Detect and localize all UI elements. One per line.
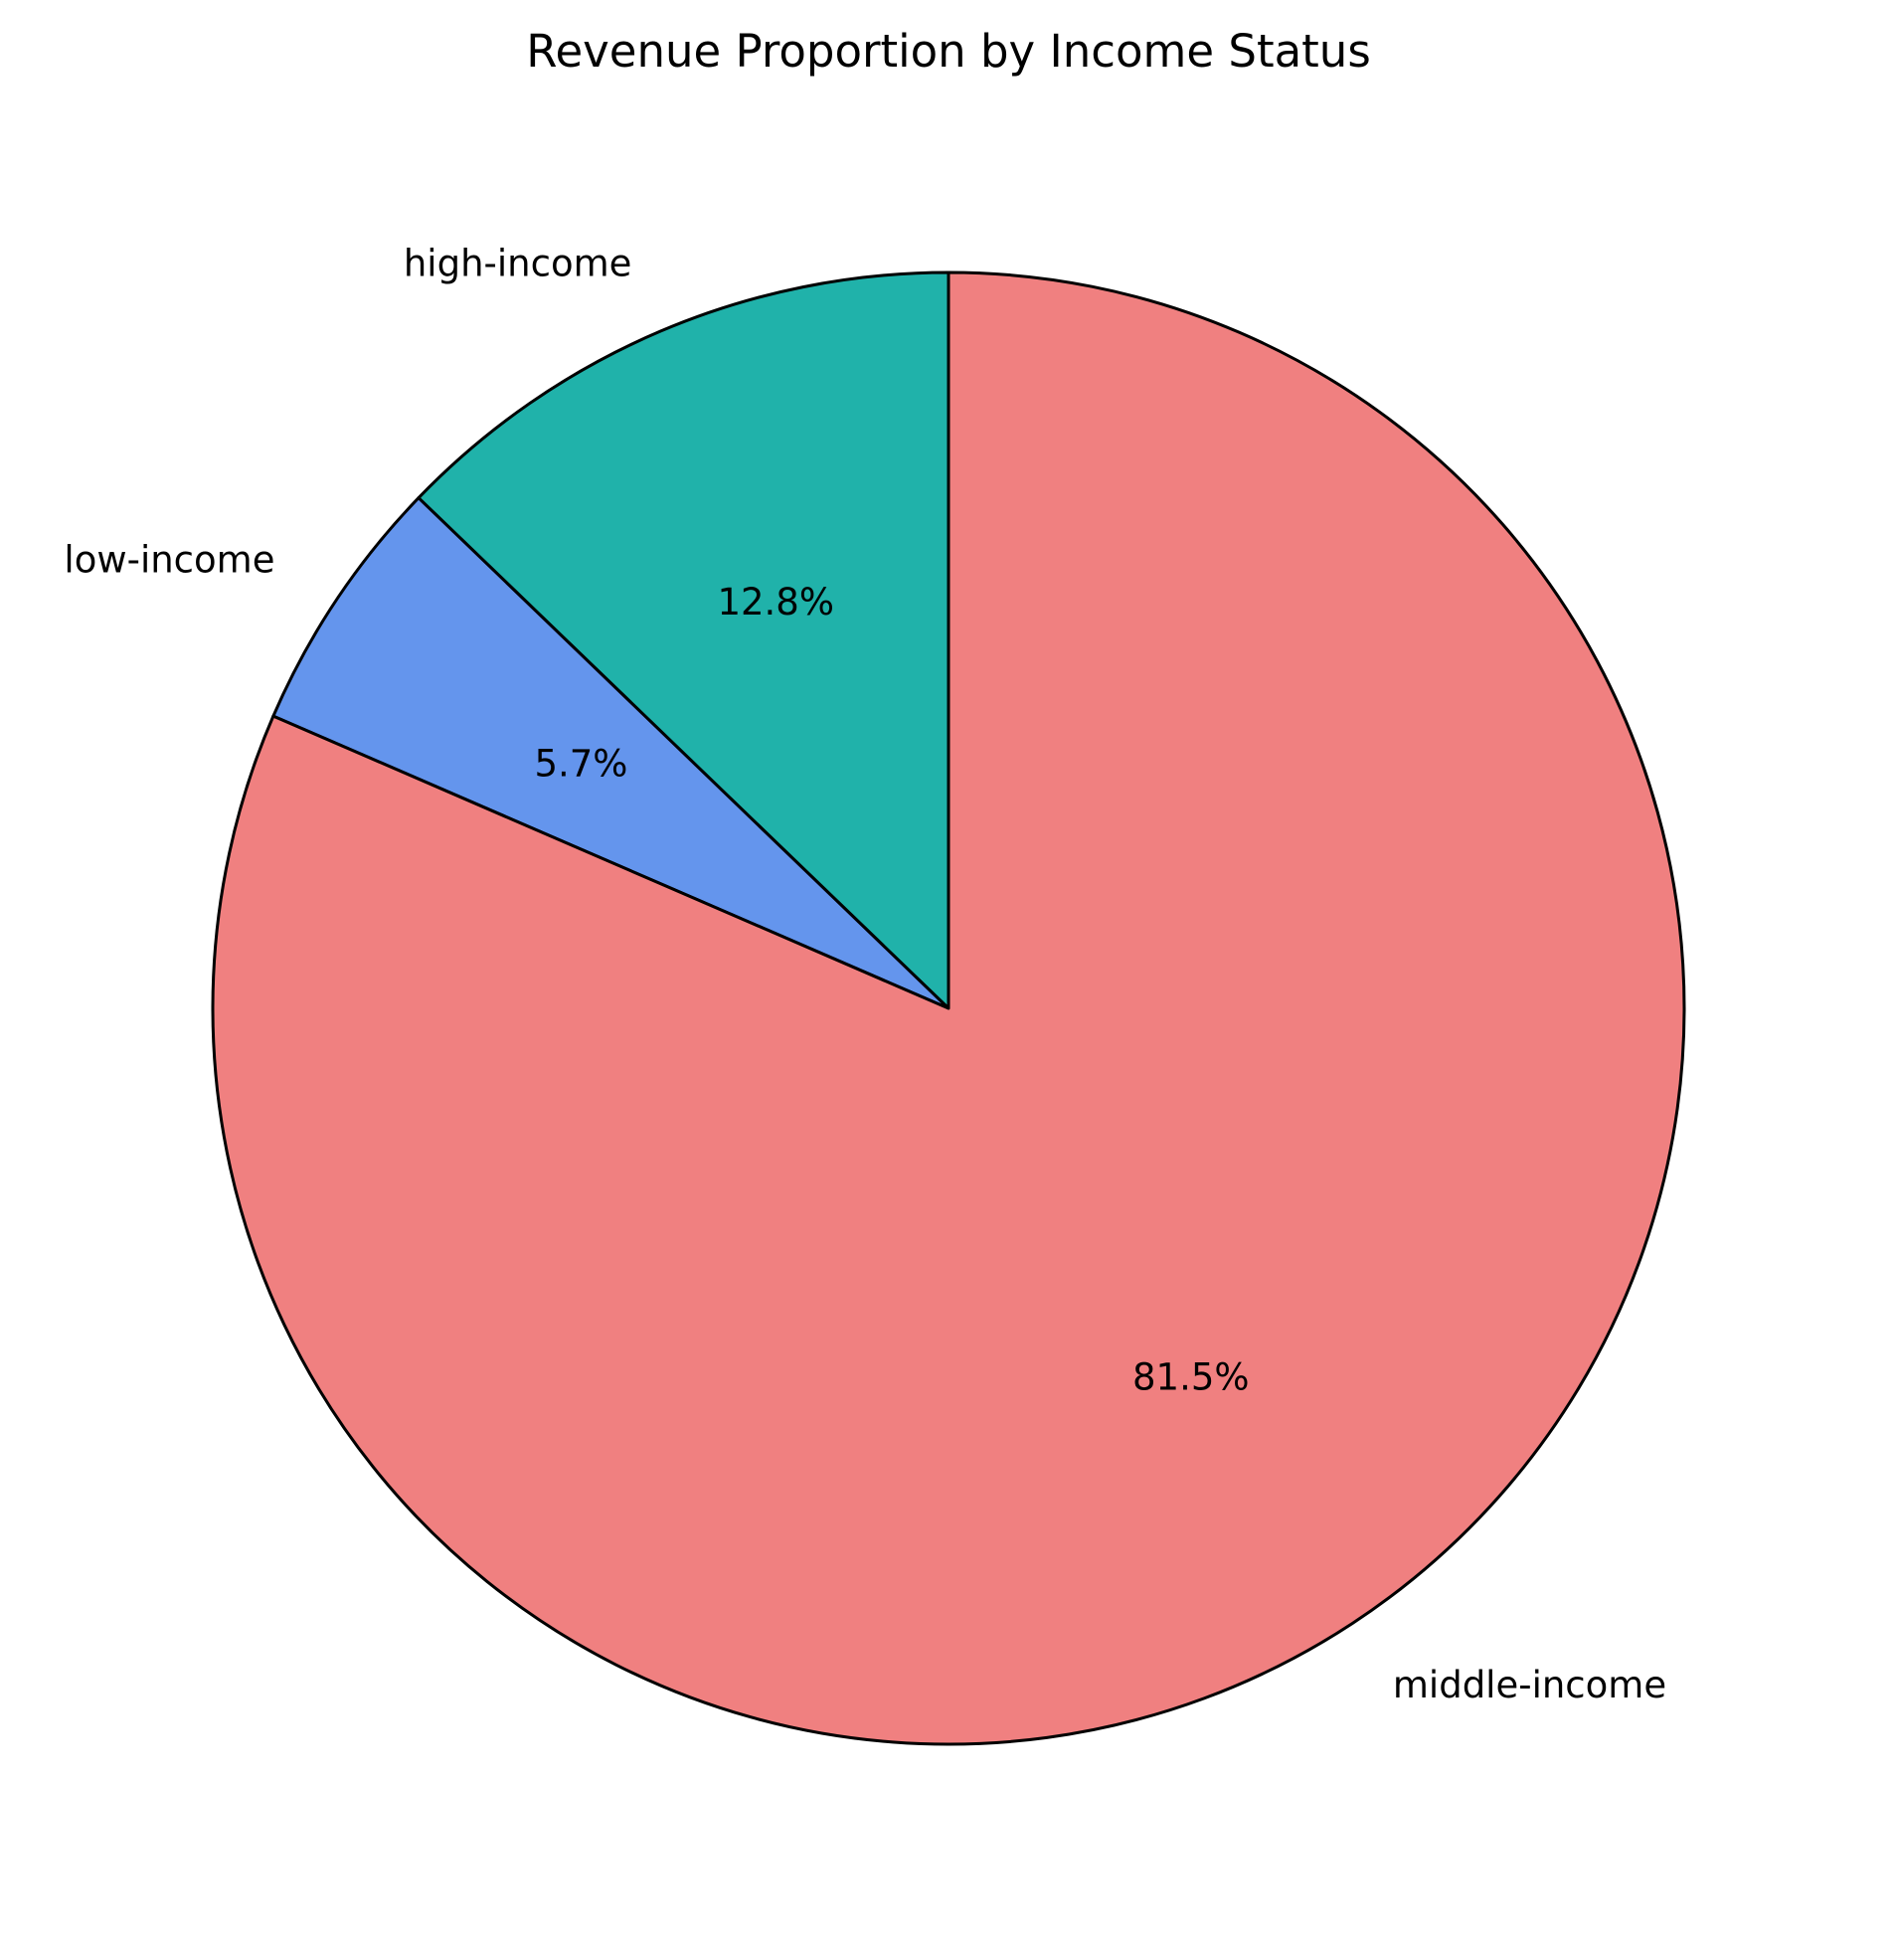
pct-label-high-income: 12.8% <box>717 581 834 624</box>
pie-slices <box>211 270 1686 1746</box>
slice-label-low-income: low-income <box>64 538 274 581</box>
pie-slice-high-income <box>417 270 950 1010</box>
pie-labels: high-income 12.8% low-income 5.7% middle-inc… <box>64 242 1666 1705</box>
pie-slice-low-income <box>271 496 950 1010</box>
pie-slice-middle-income <box>211 270 1686 1746</box>
chart-title: Revenue Proportion by Income Status <box>526 25 1371 78</box>
slice-label-middle-income: middle-income <box>1393 1664 1666 1706</box>
slice-label-high-income: high-income <box>404 242 632 284</box>
pct-label-low-income: 5.7% <box>534 742 627 785</box>
pct-label-middle-income: 81.5% <box>1132 1356 1250 1399</box>
